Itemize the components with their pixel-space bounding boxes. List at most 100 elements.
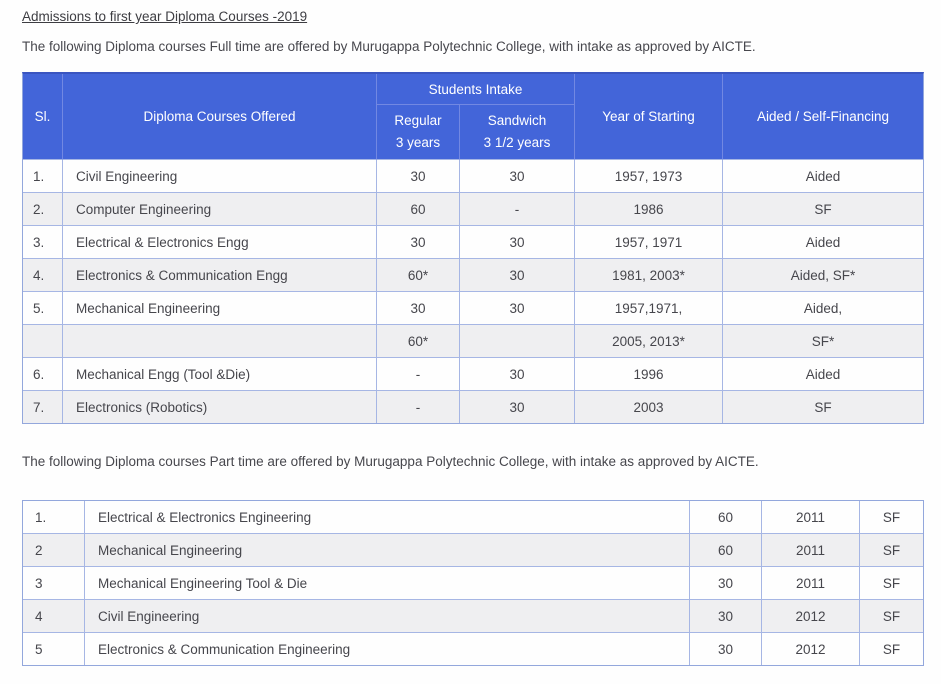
cell-sl: 6. (23, 358, 63, 391)
cell-aided-sf: Aided (723, 226, 924, 259)
cell-course: Mechanical Engg (Tool &Die) (63, 358, 377, 391)
cell-year: 2011 (762, 567, 860, 600)
cell-regular-intake: 60* (377, 325, 460, 358)
cell-intake: 30 (690, 633, 762, 665)
table-row: 3 Mechanical Engineering Tool & Die 30 2… (23, 567, 923, 600)
table-row: 4. Electronics & Communication Engg 60* … (23, 259, 924, 292)
cell-course: Electronics (Robotics) (63, 391, 377, 423)
cell-financing: SF (860, 600, 923, 633)
header-sandwich-intake: Sandwich 3 1/2 years (460, 105, 576, 160)
cell-year: 1986 (575, 193, 724, 226)
cell-sandwich-intake (460, 325, 576, 358)
cell-sl: 3 (23, 567, 85, 600)
full-time-table-header: Sl. Diploma Courses Offered Students Int… (23, 74, 924, 160)
cell-sandwich-intake: 30 (460, 259, 576, 292)
cell-regular-intake: 30 (377, 160, 460, 193)
cell-course: Electrical & Electronics Engineering (85, 501, 690, 534)
cell-course: Civil Engineering (63, 160, 377, 193)
part-time-courses-table: 1. Electrical & Electronics Engineering … (22, 500, 924, 666)
table-row: 4 Civil Engineering 30 2012 SF (23, 600, 923, 633)
cell-year: 2012 (762, 600, 860, 633)
cell-sandwich-intake: - (460, 193, 576, 226)
cell-sl: 4 (23, 600, 85, 633)
cell-year: 1957, 1971 (575, 226, 724, 259)
cell-year: 1981, 2003* (575, 259, 724, 292)
page-container: Admissions to first year Diploma Courses… (22, 9, 925, 666)
cell-financing: SF (860, 501, 923, 534)
cell-financing: SF (860, 567, 923, 600)
header-regular-intake: Regular 3 years (377, 105, 460, 160)
cell-aided-sf: SF* (723, 325, 924, 358)
cell-sl: 5 (23, 633, 85, 665)
cell-course: Computer Engineering (63, 193, 377, 226)
header-year-of-starting: Year of Starting (575, 74, 724, 160)
cell-sl: 2. (23, 193, 63, 226)
cell-sandwich-intake: 30 (460, 160, 576, 193)
table-row-continuation: 60* 2005, 2013* SF* (23, 325, 924, 358)
full-time-intro-text: The following Diploma courses Full time … (22, 39, 756, 54)
cell-aided-sf: SF (723, 193, 924, 226)
cell-aided-sf: Aided, (723, 292, 924, 325)
cell-regular-intake: 30 (377, 226, 460, 259)
cell-sandwich-intake: 30 (460, 226, 576, 259)
header-sl: Sl. (23, 74, 63, 160)
cell-sl: 1. (23, 160, 63, 193)
cell-year: 2005, 2013* (575, 325, 724, 358)
cell-course: Electronics & Communication Engineering (85, 633, 690, 665)
cell-sl: 2 (23, 534, 85, 567)
cell-regular-intake: - (377, 391, 460, 423)
header-courses-offered: Diploma Courses Offered (63, 74, 377, 160)
table-row: 5 Electronics & Communication Engineerin… (23, 633, 923, 665)
cell-year: 2003 (575, 391, 724, 423)
cell-intake: 60 (690, 534, 762, 567)
cell-year: 2011 (762, 534, 860, 567)
cell-regular-intake: 60* (377, 259, 460, 292)
cell-year: 2012 (762, 633, 860, 665)
cell-regular-intake: 30 (377, 292, 460, 325)
part-time-intro-text: The following Diploma courses Part time … (22, 454, 759, 469)
cell-course: Electrical & Electronics Engg (63, 226, 377, 259)
full-time-courses-table: Sl. Diploma Courses Offered Students Int… (22, 72, 925, 424)
table-row: 1. Civil Engineering 30 30 1957, 1973 Ai… (23, 160, 924, 193)
part-time-table-body: 1. Electrical & Electronics Engineering … (23, 501, 923, 665)
cell-sandwich-intake: 30 (460, 292, 576, 325)
cell-course: Electronics & Communication Engg (63, 259, 377, 292)
page-title: Admissions to first year Diploma Courses… (22, 9, 308, 24)
cell-course (63, 325, 377, 358)
cell-intake: 30 (690, 567, 762, 600)
cell-year: 1957,1971, (575, 292, 724, 325)
cell-aided-sf: Aided (723, 358, 924, 391)
cell-year: 1996 (575, 358, 724, 391)
cell-course: Mechanical Engineering (63, 292, 377, 325)
cell-sl (23, 325, 63, 358)
cell-aided-sf: Aided (723, 160, 924, 193)
full-time-table-body: 1. Civil Engineering 30 30 1957, 1973 Ai… (23, 160, 924, 423)
table-row: 7. Electronics (Robotics) - 30 2003 SF (23, 391, 924, 423)
table-row: 3. Electrical & Electronics Engg 30 30 1… (23, 226, 924, 259)
cell-aided-sf: SF (723, 391, 924, 423)
cell-year: 2011 (762, 501, 860, 534)
cell-regular-intake: - (377, 358, 460, 391)
cell-sl: 5. (23, 292, 63, 325)
cell-sl: 3. (23, 226, 63, 259)
cell-sl: 7. (23, 391, 63, 423)
cell-sandwich-intake: 30 (460, 391, 576, 423)
cell-financing: SF (860, 534, 923, 567)
table-row: 5. Mechanical Engineering 30 30 1957,197… (23, 292, 924, 325)
cell-intake: 30 (690, 600, 762, 633)
table-row: 2. Computer Engineering 60 - 1986 SF (23, 193, 924, 226)
cell-financing: SF (882, 641, 901, 657)
cell-sl: 4. (23, 259, 63, 292)
table-row: 6. Mechanical Engg (Tool &Die) - 30 1996… (23, 358, 924, 391)
cell-aided-sf: Aided, SF* (723, 259, 924, 292)
cell-sl: 1. (23, 501, 85, 534)
cell-intake: 60 (690, 501, 762, 534)
header-aided-self-financing: Aided / Self-Financing (723, 74, 924, 160)
table-row: 2 Mechanical Engineering 60 2011 SF (23, 534, 923, 567)
cell-year: 1957, 1973 (575, 160, 724, 193)
table-row: 1. Electrical & Electronics Engineering … (23, 501, 923, 534)
cell-regular-intake: 60 (377, 193, 460, 226)
cell-course: Mechanical Engineering (85, 534, 690, 567)
header-students-intake: Students Intake (377, 74, 576, 105)
cell-course: Mechanical Engineering Tool & Die (85, 567, 690, 600)
